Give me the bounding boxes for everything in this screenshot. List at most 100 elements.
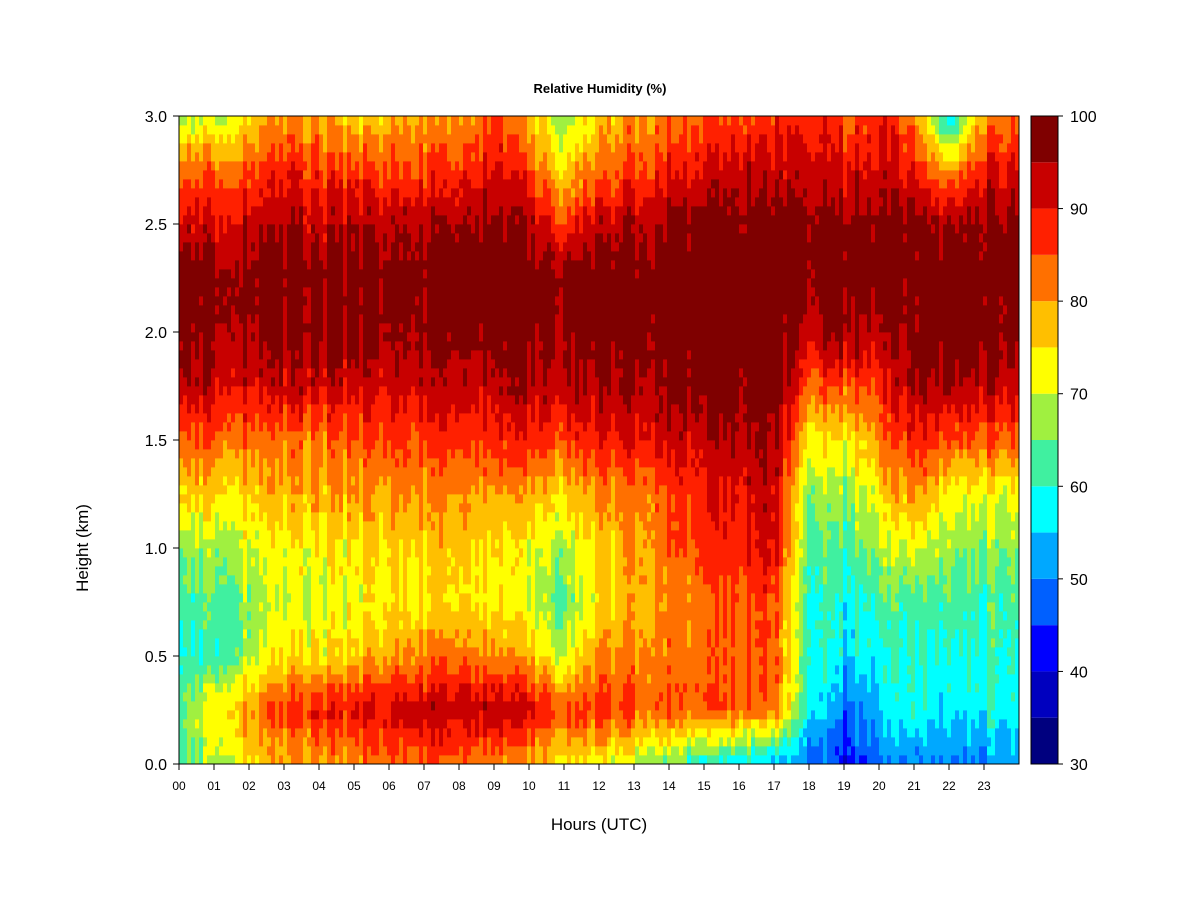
heatmap-cell	[343, 719, 348, 729]
heatmap-cell	[331, 710, 336, 720]
heatmap-cell	[343, 458, 348, 468]
heatmap-cell	[375, 377, 380, 387]
heatmap-cell	[283, 638, 288, 648]
heatmap-cell	[323, 134, 328, 144]
heatmap-cell	[267, 557, 272, 567]
heatmap-cell	[195, 359, 200, 369]
heatmap-cell	[215, 746, 220, 756]
heatmap-cell	[215, 575, 220, 585]
heatmap-cell	[443, 719, 448, 729]
heatmap-cell	[423, 593, 428, 603]
heatmap-cell	[279, 287, 284, 297]
heatmap-cell	[211, 521, 216, 531]
heatmap-cell	[307, 719, 312, 729]
heatmap-cell	[323, 539, 328, 549]
heatmap-cell	[251, 557, 256, 567]
heatmap-cell	[291, 638, 296, 648]
heatmap-cell	[335, 629, 340, 639]
heatmap-cell	[423, 683, 428, 693]
heatmap-cell	[403, 242, 408, 252]
heatmap-cell	[443, 458, 448, 468]
heatmap-cell	[187, 314, 192, 324]
heatmap-cell	[243, 602, 248, 612]
heatmap-cell	[371, 584, 376, 594]
heatmap-cell	[355, 413, 360, 423]
heatmap-cell	[343, 314, 348, 324]
heatmap-cell	[387, 575, 392, 585]
heatmap-cell	[443, 512, 448, 522]
heatmap-cell	[371, 539, 376, 549]
heatmap-cell	[319, 179, 324, 189]
heatmap-cell	[207, 368, 212, 378]
heatmap-cell	[295, 476, 300, 486]
heatmap-cell	[243, 224, 248, 234]
heatmap-cell	[251, 125, 256, 135]
heatmap-cell	[435, 215, 440, 225]
heatmap-cell	[315, 233, 320, 243]
heatmap-cell	[379, 287, 384, 297]
heatmap-cell	[267, 422, 272, 432]
heatmap-cell	[395, 557, 400, 567]
heatmap-cell	[211, 350, 216, 360]
heatmap-cell	[227, 494, 232, 504]
heatmap-cell	[355, 566, 360, 576]
heatmap-cell	[371, 512, 376, 522]
heatmap-cell	[247, 350, 252, 360]
heatmap-cell	[235, 647, 240, 657]
heatmap-cell	[387, 251, 392, 261]
heatmap-cell	[275, 251, 280, 261]
heatmap-cell	[435, 152, 440, 162]
heatmap-cell	[363, 422, 368, 432]
heatmap-cell	[331, 206, 336, 216]
heatmap-cell	[207, 341, 212, 351]
heatmap-cell	[195, 692, 200, 702]
heatmap-cell	[215, 521, 220, 531]
heatmap-cell	[191, 692, 196, 702]
heatmap-cell	[451, 179, 456, 189]
heatmap-cell	[179, 737, 184, 747]
heatmap-cell	[275, 467, 280, 477]
heatmap-cell	[315, 161, 320, 171]
heatmap-cell	[223, 602, 228, 612]
heatmap-cell	[383, 296, 388, 306]
heatmap-cell	[287, 656, 292, 666]
heatmap-cell	[251, 512, 256, 522]
heatmap-cell	[303, 134, 308, 144]
heatmap-cell	[431, 179, 436, 189]
heatmap-cell	[395, 359, 400, 369]
heatmap-cell	[431, 728, 436, 738]
heatmap-cell	[435, 332, 440, 342]
heatmap-cell	[235, 296, 240, 306]
heatmap-cell	[335, 125, 340, 135]
heatmap-cell	[247, 305, 252, 315]
heatmap-cell	[399, 404, 404, 414]
heatmap-cell	[223, 710, 228, 720]
heatmap-cell	[419, 251, 424, 261]
heatmap-cell	[267, 116, 272, 126]
heatmap-cell	[271, 269, 276, 279]
heatmap-cell	[251, 683, 256, 693]
heatmap-cell	[319, 323, 324, 333]
heatmap-cell	[359, 683, 364, 693]
heatmap-cell	[187, 116, 192, 126]
heatmap-cell	[239, 197, 244, 207]
heatmap-cell	[191, 629, 196, 639]
heatmap-cell	[347, 170, 352, 180]
heatmap-cell	[235, 476, 240, 486]
heatmap-cell	[419, 701, 424, 711]
heatmap-cell	[383, 350, 388, 360]
heatmap-cell	[375, 323, 380, 333]
heatmap-cell	[367, 404, 372, 414]
heatmap-cell	[375, 224, 380, 234]
heatmap-cell	[407, 215, 412, 225]
heatmap-cell	[379, 557, 384, 567]
heatmap-cell	[243, 629, 248, 639]
heatmap-cell	[379, 584, 384, 594]
heatmap-cell	[371, 179, 376, 189]
heatmap-cell	[223, 719, 228, 729]
heatmap-cell	[443, 665, 448, 675]
heatmap-cell	[355, 692, 360, 702]
heatmap-cell	[435, 116, 440, 126]
heatmap-cell	[327, 368, 332, 378]
heatmap-cell	[367, 242, 372, 252]
